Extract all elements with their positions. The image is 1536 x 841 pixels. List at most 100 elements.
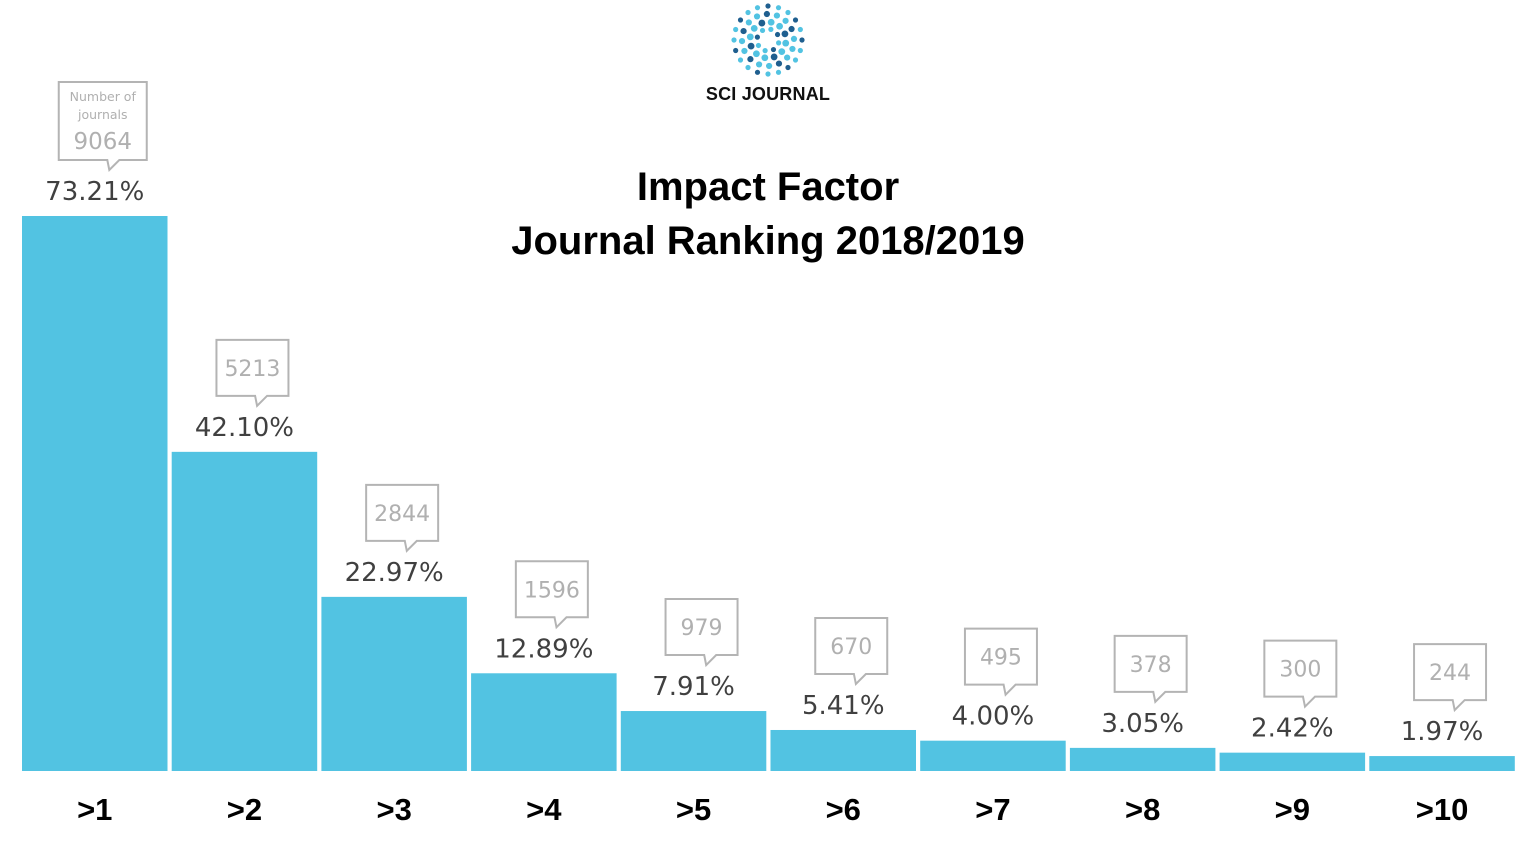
logo-dot bbox=[754, 69, 761, 75]
logo-dot bbox=[747, 42, 755, 50]
logo-dot bbox=[763, 10, 770, 18]
logo-dot bbox=[773, 12, 781, 19]
logo-dot bbox=[768, 26, 774, 32]
logo-dot bbox=[784, 54, 791, 61]
callout-box bbox=[215, 338, 290, 408]
logo-dot bbox=[745, 64, 751, 71]
logo-dot bbox=[799, 37, 805, 43]
callout-box bbox=[1413, 643, 1488, 713]
value-label-3: 22.97% bbox=[345, 558, 444, 588]
callout-box bbox=[814, 616, 889, 687]
brand-name: SCI JOURNAL bbox=[705, 84, 831, 104]
callout-box bbox=[1263, 639, 1338, 709]
logo-dot bbox=[776, 22, 783, 30]
bar-4 bbox=[471, 673, 617, 771]
callout-9: 300 bbox=[1263, 639, 1338, 709]
bar-1 bbox=[22, 216, 168, 771]
logo-dot bbox=[755, 61, 763, 68]
bar-6 bbox=[770, 729, 916, 771]
callout-box bbox=[664, 598, 739, 668]
x-tick-label-6: >6 bbox=[826, 792, 861, 827]
logo-dot bbox=[767, 18, 775, 26]
value-label-1: 73.21% bbox=[45, 177, 144, 207]
logo-dot bbox=[755, 42, 762, 49]
logo-dot bbox=[765, 3, 771, 9]
logo-dot bbox=[731, 37, 737, 43]
logo-dot bbox=[790, 35, 798, 42]
sci-journal-logo bbox=[731, 3, 805, 77]
callout-count: 244 bbox=[1429, 661, 1471, 686]
logo-dot bbox=[750, 25, 758, 32]
x-tick-label-4: >4 bbox=[526, 792, 562, 827]
callout-count: 9064 bbox=[73, 129, 132, 155]
logo-dot bbox=[733, 47, 739, 54]
logo-dot bbox=[745, 9, 751, 16]
bar-7 bbox=[920, 740, 1066, 771]
journal-count-callouts: Number of journals 9064 5213 2844 1596 979 670 4… bbox=[57, 81, 1488, 713]
logo-dot bbox=[789, 45, 796, 53]
chart-title-block: Impact Factor Journal Ranking 2018/2019 bbox=[368, 160, 1168, 268]
chart-title: Impact Factor bbox=[636, 165, 900, 209]
logo-dot bbox=[766, 62, 773, 70]
logo-dot bbox=[774, 31, 781, 38]
callout-6: 670 bbox=[814, 616, 889, 687]
logo-dot bbox=[762, 48, 768, 54]
bars-group bbox=[22, 216, 1515, 771]
bar-2 bbox=[171, 451, 318, 771]
logo-dot bbox=[797, 26, 803, 33]
bar-8 bbox=[1069, 747, 1216, 771]
x-tick-label-9: >9 bbox=[1275, 792, 1310, 827]
callout-caption: journals bbox=[77, 107, 128, 122]
callout-box bbox=[57, 81, 148, 173]
bar-9 bbox=[1219, 752, 1366, 771]
x-tick-label-10: >10 bbox=[1416, 792, 1469, 827]
logo-dot bbox=[775, 69, 782, 75]
callout-count: 378 bbox=[1130, 653, 1172, 678]
chart-subtitle: Journal Ranking 2018/2019 bbox=[511, 219, 1025, 263]
callout-count: 979 bbox=[681, 616, 723, 641]
value-label-8: 3.05% bbox=[1101, 709, 1184, 739]
logo-dot bbox=[737, 17, 744, 23]
logo-dot bbox=[785, 64, 791, 71]
callout-7: 495 bbox=[963, 627, 1038, 697]
logo-dot bbox=[733, 26, 739, 33]
callout-count: 495 bbox=[980, 646, 1022, 671]
brand-block: SCI JOURNAL bbox=[668, 2, 868, 105]
logo-dot bbox=[785, 9, 791, 16]
x-axis-tick-labels: >1 >2 >3 >4 >5 >6 >7 >8 >9 >10 bbox=[77, 792, 1468, 827]
callout-count: 2844 bbox=[374, 502, 430, 527]
value-label-5: 7.91% bbox=[652, 672, 735, 702]
value-label-6: 5.41% bbox=[802, 691, 885, 721]
callout-10: 244 bbox=[1413, 643, 1488, 713]
logo-dot bbox=[758, 19, 766, 27]
bar-3 bbox=[321, 596, 467, 771]
callout-caption: Number of bbox=[70, 89, 137, 104]
logo-dot bbox=[746, 33, 754, 41]
logo-dot bbox=[737, 57, 744, 63]
logo-dot bbox=[765, 71, 771, 77]
callout-4: 1596 bbox=[514, 560, 589, 630]
logo-dot bbox=[740, 27, 747, 35]
logo-dot bbox=[781, 30, 789, 38]
callout-box bbox=[365, 483, 440, 553]
bar-5 bbox=[620, 711, 767, 771]
logo-dot bbox=[753, 13, 761, 20]
logo-dot bbox=[788, 25, 795, 33]
callout-count: 5213 bbox=[224, 357, 280, 382]
callout-count: 670 bbox=[830, 635, 872, 660]
logo-dot bbox=[770, 53, 778, 61]
callout-box bbox=[514, 560, 589, 630]
callout-box bbox=[1113, 634, 1188, 704]
logo-dot bbox=[759, 27, 766, 34]
logo-dot bbox=[754, 34, 760, 40]
x-tick-label-7: >7 bbox=[975, 792, 1010, 827]
x-tick-label-8: >8 bbox=[1125, 792, 1160, 827]
value-label-10: 1.97% bbox=[1401, 717, 1484, 747]
logo-dot bbox=[776, 40, 782, 46]
logo-dot bbox=[753, 50, 760, 58]
bar-10 bbox=[1369, 756, 1515, 771]
x-tick-label-2: >2 bbox=[227, 792, 262, 827]
logo-dot bbox=[792, 57, 799, 63]
logo-dot bbox=[745, 19, 752, 26]
